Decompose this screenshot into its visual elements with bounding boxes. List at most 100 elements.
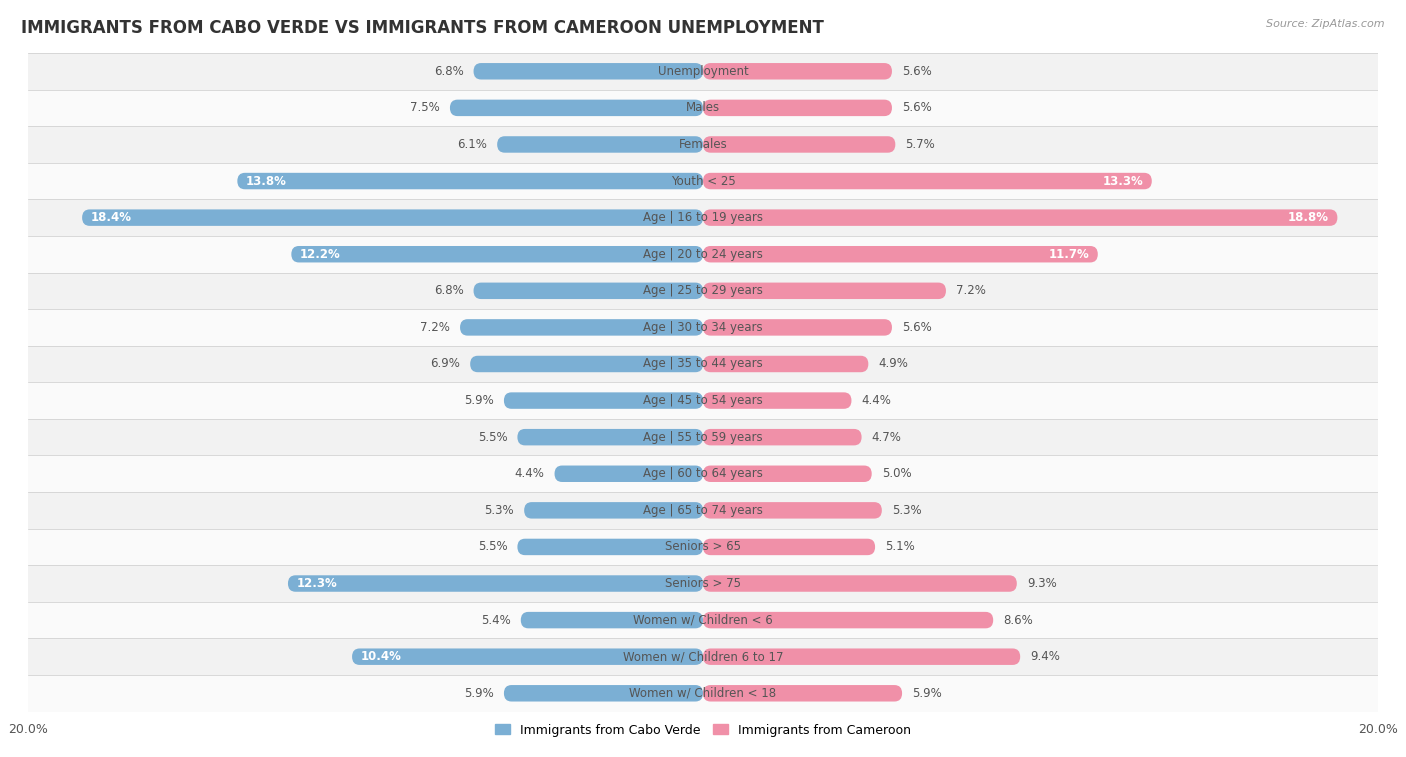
Bar (28, 528, 1378, 565)
Text: 7.2%: 7.2% (956, 285, 986, 298)
Text: 6.9%: 6.9% (430, 357, 460, 370)
FancyBboxPatch shape (703, 356, 869, 372)
Text: 5.3%: 5.3% (891, 504, 921, 517)
Text: 5.9%: 5.9% (464, 394, 494, 407)
Bar (28, 346, 1378, 382)
Text: 9.4%: 9.4% (1031, 650, 1060, 663)
FancyBboxPatch shape (703, 282, 946, 299)
FancyBboxPatch shape (498, 136, 703, 153)
Text: 4.4%: 4.4% (515, 467, 544, 480)
FancyBboxPatch shape (82, 210, 703, 226)
Text: 6.8%: 6.8% (433, 65, 464, 78)
Text: 5.9%: 5.9% (464, 687, 494, 699)
Text: 5.6%: 5.6% (903, 101, 932, 114)
Text: 5.4%: 5.4% (481, 614, 510, 627)
Bar (28, 565, 1378, 602)
Bar (28, 126, 1378, 163)
FancyBboxPatch shape (470, 356, 703, 372)
FancyBboxPatch shape (703, 136, 896, 153)
Text: 18.8%: 18.8% (1288, 211, 1329, 224)
Bar (28, 236, 1378, 273)
FancyBboxPatch shape (703, 502, 882, 519)
Bar (28, 273, 1378, 309)
Text: Age | 30 to 34 years: Age | 30 to 34 years (643, 321, 763, 334)
Text: Age | 16 to 19 years: Age | 16 to 19 years (643, 211, 763, 224)
FancyBboxPatch shape (517, 539, 703, 555)
Text: Seniors > 75: Seniors > 75 (665, 577, 741, 590)
FancyBboxPatch shape (703, 392, 852, 409)
Text: 4.9%: 4.9% (879, 357, 908, 370)
FancyBboxPatch shape (450, 100, 703, 116)
Text: 5.7%: 5.7% (905, 138, 935, 151)
Text: 5.3%: 5.3% (485, 504, 515, 517)
FancyBboxPatch shape (503, 685, 703, 702)
Bar (28, 492, 1378, 528)
FancyBboxPatch shape (703, 173, 1152, 189)
FancyBboxPatch shape (703, 319, 891, 335)
FancyBboxPatch shape (703, 649, 1021, 665)
Text: Seniors > 65: Seniors > 65 (665, 540, 741, 553)
Text: 5.9%: 5.9% (912, 687, 942, 699)
Legend: Immigrants from Cabo Verde, Immigrants from Cameroon: Immigrants from Cabo Verde, Immigrants f… (491, 718, 915, 742)
Text: Age | 65 to 74 years: Age | 65 to 74 years (643, 504, 763, 517)
Text: Youth < 25: Youth < 25 (671, 175, 735, 188)
Bar (28, 602, 1378, 638)
Text: Age | 45 to 54 years: Age | 45 to 54 years (643, 394, 763, 407)
Text: 12.3%: 12.3% (297, 577, 337, 590)
FancyBboxPatch shape (517, 429, 703, 445)
Text: 18.4%: 18.4% (90, 211, 132, 224)
Bar (28, 456, 1378, 492)
Text: 6.8%: 6.8% (433, 285, 464, 298)
Bar (28, 309, 1378, 346)
Text: 5.5%: 5.5% (478, 540, 508, 553)
FancyBboxPatch shape (703, 210, 1337, 226)
Text: Women w/ Children < 18: Women w/ Children < 18 (630, 687, 776, 699)
FancyBboxPatch shape (703, 575, 1017, 592)
Text: 11.7%: 11.7% (1049, 248, 1090, 260)
FancyBboxPatch shape (288, 575, 703, 592)
FancyBboxPatch shape (503, 392, 703, 409)
FancyBboxPatch shape (524, 502, 703, 519)
FancyBboxPatch shape (703, 429, 862, 445)
Text: 4.7%: 4.7% (872, 431, 901, 444)
FancyBboxPatch shape (474, 63, 703, 79)
Bar (28, 199, 1378, 236)
Bar (28, 638, 1378, 675)
FancyBboxPatch shape (703, 246, 1098, 263)
Text: 8.6%: 8.6% (1004, 614, 1033, 627)
Text: Women w/ Children 6 to 17: Women w/ Children 6 to 17 (623, 650, 783, 663)
Text: Source: ZipAtlas.com: Source: ZipAtlas.com (1267, 19, 1385, 29)
FancyBboxPatch shape (703, 685, 903, 702)
Text: 10.4%: 10.4% (360, 650, 401, 663)
FancyBboxPatch shape (520, 612, 703, 628)
Bar (28, 419, 1378, 456)
Text: 5.6%: 5.6% (903, 65, 932, 78)
Text: Age | 60 to 64 years: Age | 60 to 64 years (643, 467, 763, 480)
Text: 13.3%: 13.3% (1102, 175, 1143, 188)
Text: 5.1%: 5.1% (886, 540, 915, 553)
Bar (28, 53, 1378, 89)
Text: 5.6%: 5.6% (903, 321, 932, 334)
Text: Males: Males (686, 101, 720, 114)
Text: Age | 35 to 44 years: Age | 35 to 44 years (643, 357, 763, 370)
FancyBboxPatch shape (291, 246, 703, 263)
FancyBboxPatch shape (703, 100, 891, 116)
FancyBboxPatch shape (460, 319, 703, 335)
Text: Unemployment: Unemployment (658, 65, 748, 78)
Text: 5.0%: 5.0% (882, 467, 911, 480)
Bar (28, 382, 1378, 419)
Text: Age | 55 to 59 years: Age | 55 to 59 years (643, 431, 763, 444)
FancyBboxPatch shape (352, 649, 703, 665)
FancyBboxPatch shape (238, 173, 703, 189)
Text: Age | 20 to 24 years: Age | 20 to 24 years (643, 248, 763, 260)
Text: 4.4%: 4.4% (862, 394, 891, 407)
Text: 13.8%: 13.8% (246, 175, 287, 188)
Text: 7.5%: 7.5% (411, 101, 440, 114)
Bar (28, 675, 1378, 712)
Text: 12.2%: 12.2% (299, 248, 340, 260)
FancyBboxPatch shape (703, 539, 875, 555)
Text: Women w/ Children < 6: Women w/ Children < 6 (633, 614, 773, 627)
FancyBboxPatch shape (703, 63, 891, 79)
FancyBboxPatch shape (474, 282, 703, 299)
Text: 5.5%: 5.5% (478, 431, 508, 444)
